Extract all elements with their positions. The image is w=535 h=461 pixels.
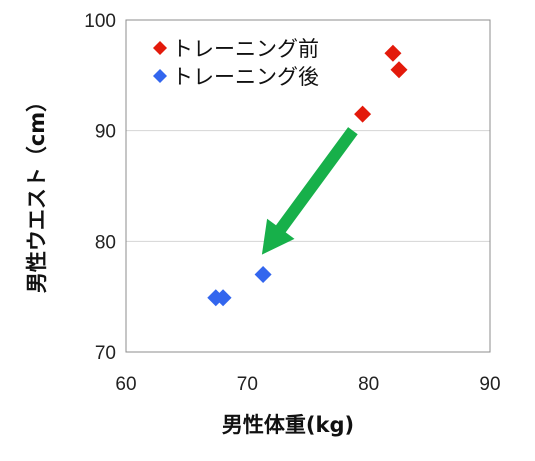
y-tick-label: 80	[95, 232, 116, 253]
x-tick-label: 80	[358, 374, 379, 395]
point-before-training	[354, 105, 372, 123]
x-tick-label: 90	[479, 374, 500, 395]
x-tick-labels: 60 70 80 90	[115, 374, 500, 395]
trend-arrow	[261, 127, 358, 255]
point-after-training	[254, 266, 272, 284]
annotations	[261, 127, 358, 255]
y-tick-label: 100	[84, 11, 116, 32]
gridlines	[126, 130, 490, 242]
y-tick-labels: 70 80 90 100	[84, 11, 116, 364]
plot-area	[125, 19, 491, 353]
x-axis-title: 男性体重(kg)	[222, 413, 354, 437]
y-tick-label: 70	[95, 343, 116, 364]
legend-marker	[153, 69, 167, 83]
legend-label: トレーニング後	[172, 65, 319, 89]
point-after-training	[214, 289, 232, 307]
x-tick-label: 60	[115, 374, 136, 395]
legend-marker	[153, 41, 167, 55]
data-points	[207, 44, 408, 307]
point-before-training	[384, 44, 402, 62]
point-before-training	[390, 61, 408, 79]
legend-label: トレーニング前	[172, 37, 319, 61]
y-tick-label: 90	[95, 122, 116, 143]
x-tick-label: 70	[237, 374, 258, 395]
y-axis-title: 男性ウエスト（cm）	[25, 91, 49, 293]
